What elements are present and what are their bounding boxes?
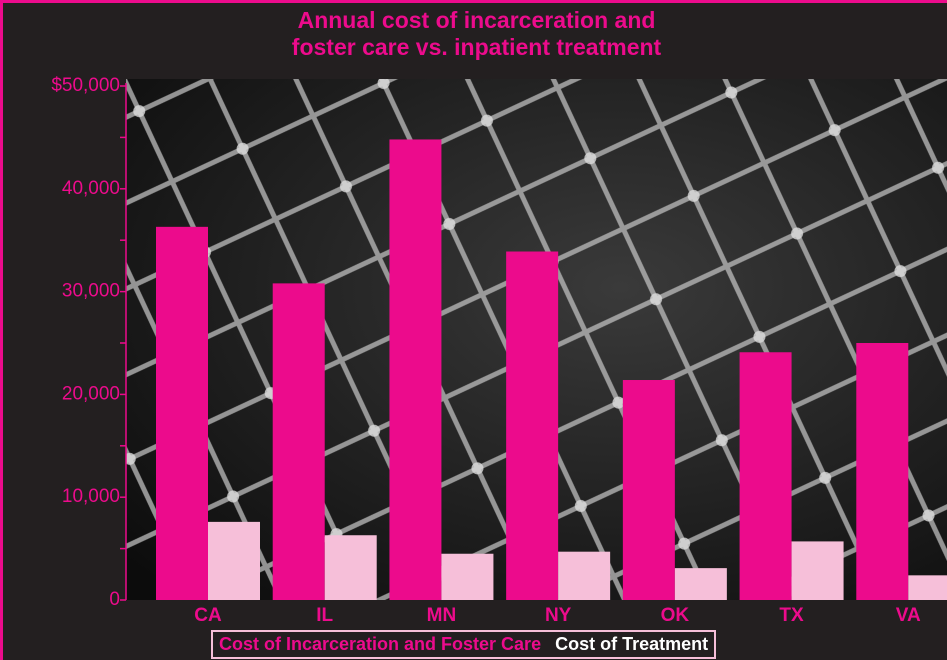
bar [739, 352, 792, 600]
bar [506, 251, 559, 600]
legend: Cost of Incarceration and Foster Care Cos… [211, 630, 717, 659]
x-tick-label: IL [316, 605, 333, 626]
legend-entry: Cost of Treatment [555, 634, 709, 654]
x-tick-label: MN [427, 605, 457, 626]
y-tick-label: 40,000 [62, 178, 120, 199]
bar [441, 553, 494, 600]
bar [622, 380, 675, 600]
y-tick-label: 30,000 [62, 281, 120, 302]
chart: 0 10,000 20,000 30,000 40,000 $50,000 CA IL MN NY… [51, 75, 947, 626]
y-tick-label: 0 [109, 589, 120, 610]
x-tick-label: TX [779, 605, 804, 626]
x-tick-label: OK [661, 605, 690, 626]
bar [856, 343, 909, 600]
bar [791, 541, 844, 600]
y-tick-label: $50,000 [51, 75, 120, 96]
bar [324, 535, 377, 600]
bar [558, 551, 611, 600]
bar [389, 139, 442, 600]
x-tick-label: VA [896, 605, 921, 626]
bar [272, 283, 325, 600]
y-tick-label: 10,000 [62, 486, 120, 507]
bar [156, 226, 208, 600]
x-tick-label: CA [194, 605, 222, 626]
y-tick-label: 20,000 [62, 383, 120, 404]
bar [908, 575, 947, 600]
bar [674, 568, 727, 600]
bar [208, 521, 260, 600]
legend-entry: Cost of Incarceration and Foster Care [219, 634, 542, 654]
chart-title: Annual cost of incarceration and foster … [291, 7, 662, 60]
x-tick-label: NY [545, 605, 572, 626]
